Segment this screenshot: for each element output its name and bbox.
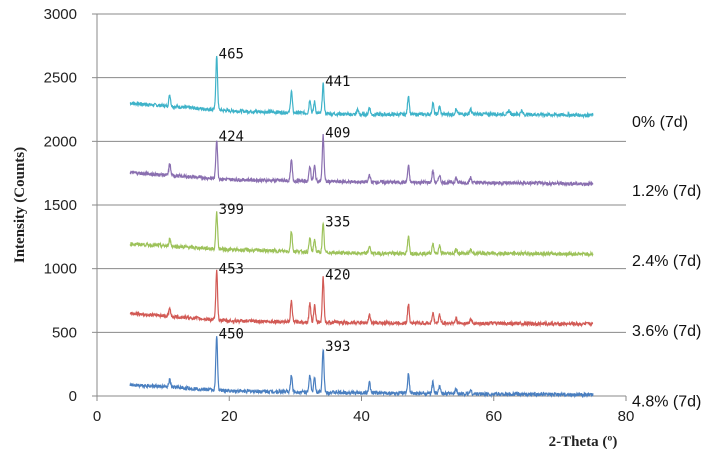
axes (92, 13, 627, 401)
x-tick-label: 80 (618, 408, 635, 425)
y-tick-label: 1500 (44, 197, 77, 214)
x-tick-label: 20 (221, 408, 238, 425)
series-line (129, 134, 594, 188)
y-tick-label: 2000 (44, 133, 77, 150)
peak-label: 450 (219, 327, 244, 343)
peak-label: 409 (325, 126, 350, 142)
series-line (129, 211, 594, 258)
series-group: 465 441 0% (7d) 424 409 1.2% (7d) 399 335 2.4% (… (129, 46, 701, 411)
x-tick-label: 0 (93, 408, 101, 425)
x-axis-title: 2-Theta (º) (549, 434, 618, 450)
gridlines (97, 13, 626, 333)
series-name-label: 1.2% (7d) (632, 183, 701, 200)
y-tick-label: 2500 (44, 70, 77, 87)
series-name-label: 4.8% (7d) (632, 394, 701, 411)
peak-label: 420 (325, 268, 350, 284)
peak-label: 335 (325, 214, 350, 230)
series-line (129, 55, 594, 120)
series-name-label: 2.4% (7d) (632, 253, 701, 270)
y-tick-label: 3000 (44, 6, 77, 23)
y-axis-title: Intensity (Counts) (12, 147, 28, 263)
tick-labels: 0 500 1000 1500 2000 2500 3000 0 20 40 60 80 (44, 6, 635, 425)
series-line (129, 269, 594, 328)
y-tick-label: 500 (52, 324, 77, 341)
peak-label: 441 (325, 74, 350, 90)
series-name-label: 3.6% (7d) (632, 323, 701, 340)
y-tick-label: 1000 (44, 261, 77, 278)
series-line (129, 336, 594, 399)
peak-label: 453 (219, 262, 244, 278)
peak-label: 399 (219, 202, 244, 218)
series-name-label: 0% (7d) (632, 114, 688, 131)
x-tick-label: 40 (353, 408, 370, 425)
peak-label: 465 (219, 46, 244, 62)
peak-label: 393 (325, 339, 350, 355)
peak-label: 424 (219, 129, 244, 145)
x-tick-label: 60 (485, 408, 502, 425)
y-tick-label: 0 (69, 388, 77, 405)
